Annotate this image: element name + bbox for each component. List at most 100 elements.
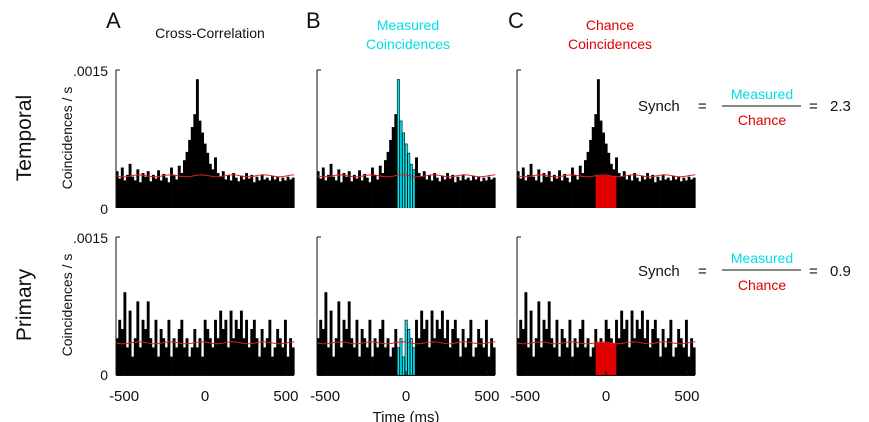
histogram-bar xyxy=(643,338,647,375)
histogram-bar xyxy=(368,182,372,208)
histogram-bar xyxy=(234,177,238,208)
histogram-bar xyxy=(653,319,657,375)
equals-sign-primary-1: = xyxy=(698,263,707,280)
histogram-bar xyxy=(201,132,205,208)
histogram-bar xyxy=(558,170,561,208)
y-tick-label-top-zero: 0 xyxy=(100,201,108,217)
histogram-bar xyxy=(628,347,631,375)
histogram-bar xyxy=(472,356,475,375)
histogram-bar xyxy=(154,178,158,208)
histogram-bar xyxy=(568,319,572,375)
histogram-bar xyxy=(188,139,192,208)
histogram-bar xyxy=(490,338,494,375)
histogram-bar xyxy=(646,173,650,208)
histogram-bar xyxy=(324,292,328,375)
histogram-bar xyxy=(138,347,142,375)
histogram-bar xyxy=(193,114,197,208)
histogram-bar xyxy=(690,179,694,208)
histogram-bar xyxy=(203,143,207,208)
histogram-bar xyxy=(365,347,369,375)
histogram-bar xyxy=(149,181,153,208)
histogram-bar xyxy=(568,182,572,208)
panel-letter-a: A xyxy=(106,8,121,33)
histogram-bar xyxy=(358,356,361,375)
histogram-bar xyxy=(664,179,668,208)
histogram-bar xyxy=(679,181,683,208)
histogram-bar xyxy=(177,329,181,375)
histogram-bar xyxy=(260,174,264,208)
synch-equation-temporal: Synch = Measured Chance = 2.3 xyxy=(638,86,851,128)
histogram-bar xyxy=(438,181,442,208)
histogram-bar xyxy=(355,319,359,375)
histogram-bar xyxy=(666,338,670,375)
histogram-bar xyxy=(133,338,137,375)
row-label-primary: Primary xyxy=(13,268,36,341)
histogram-bar xyxy=(229,180,233,208)
histogram-bar xyxy=(435,177,439,208)
histogram-bar xyxy=(487,356,491,375)
histogram-bar xyxy=(170,167,173,208)
histogram-bar xyxy=(394,329,398,375)
histogram-bar xyxy=(159,180,163,208)
histogram-bar xyxy=(591,347,595,375)
histogram-bar xyxy=(250,329,254,375)
histogram-bar xyxy=(265,338,269,375)
histogram-bar xyxy=(539,182,543,208)
histogram-bar xyxy=(198,120,202,208)
chance-denominator-temporal: Chance xyxy=(738,112,786,128)
histogram-bar xyxy=(687,356,691,375)
histogram-bar xyxy=(193,329,197,375)
panel-letter-b: B xyxy=(306,8,321,33)
histogram-bar xyxy=(352,347,356,375)
histogram-bar xyxy=(271,356,274,375)
histogram-bar xyxy=(492,177,496,208)
histogram-bar xyxy=(622,329,626,375)
histogram-bar xyxy=(466,177,470,208)
histogram-bar xyxy=(185,338,189,375)
chance-level-line xyxy=(316,341,496,345)
histogram-bar xyxy=(265,177,269,208)
histogram-bar xyxy=(474,347,478,375)
histogram-bar xyxy=(446,173,450,208)
histogram-bar xyxy=(456,176,460,208)
histogram-bar xyxy=(620,176,624,208)
histogram-bar xyxy=(216,173,220,208)
histogram-bar xyxy=(123,180,127,208)
histogram-bar xyxy=(539,347,543,375)
histogram-bar xyxy=(198,338,202,375)
measured-coincidence-bar xyxy=(405,144,407,208)
histogram-bar xyxy=(273,347,277,375)
histogram-bar xyxy=(477,329,481,375)
histogram-bar xyxy=(316,171,320,208)
equals-sign-temporal-2: = xyxy=(809,98,818,115)
histogram-bar xyxy=(581,173,585,208)
histogram-bar xyxy=(371,167,374,208)
histogram-bar xyxy=(472,175,475,208)
histogram-bar xyxy=(659,356,662,375)
histogram-bar xyxy=(355,178,359,208)
histogram-bar xyxy=(358,170,361,208)
histogram-bar xyxy=(532,356,536,375)
histogram-bar xyxy=(221,171,225,208)
chance-level-line xyxy=(115,341,295,345)
histogram-panels: -500 0 500 -500 0 500 -500 0 500 xyxy=(109,69,699,405)
histogram-bar xyxy=(466,338,470,375)
histogram-bar xyxy=(492,347,496,375)
histogram-bar xyxy=(242,338,246,375)
histogram-bar xyxy=(347,171,351,208)
histogram-bar xyxy=(211,169,215,208)
histogram-bar xyxy=(552,347,556,375)
panel-primary-b: -500 0 500 xyxy=(310,236,499,405)
histogram-bar xyxy=(329,163,333,208)
histogram-bar xyxy=(360,329,364,375)
histogram-bar xyxy=(625,179,629,208)
histogram-bar xyxy=(560,329,564,375)
histogram-bar xyxy=(252,182,256,208)
histogram-bar xyxy=(542,319,546,375)
histogram-bar xyxy=(255,338,259,375)
histogram-bar xyxy=(167,182,171,208)
histogram-bar xyxy=(684,180,688,208)
histogram-bar xyxy=(128,163,132,208)
histogram-bar xyxy=(118,319,122,375)
histogram-bar xyxy=(342,173,346,208)
